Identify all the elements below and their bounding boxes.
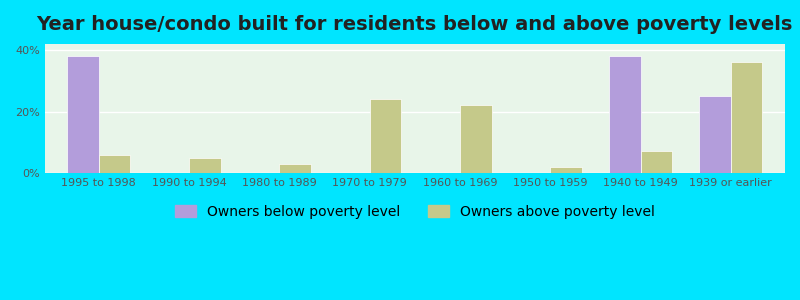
Bar [460, 105, 491, 173]
Title: Year house/condo built for residents below and above poverty levels: Year house/condo built for residents bel… [37, 15, 793, 34]
Bar [699, 96, 731, 173]
Legend: Owners below poverty level, Owners above poverty level: Owners below poverty level, Owners above… [170, 199, 660, 224]
Bar [550, 167, 582, 173]
Bar [189, 158, 221, 173]
Bar [279, 164, 311, 173]
Bar [731, 62, 762, 173]
Bar [641, 152, 672, 173]
Bar [67, 56, 98, 173]
Bar [98, 154, 130, 173]
Bar [609, 56, 641, 173]
Bar [370, 99, 402, 173]
